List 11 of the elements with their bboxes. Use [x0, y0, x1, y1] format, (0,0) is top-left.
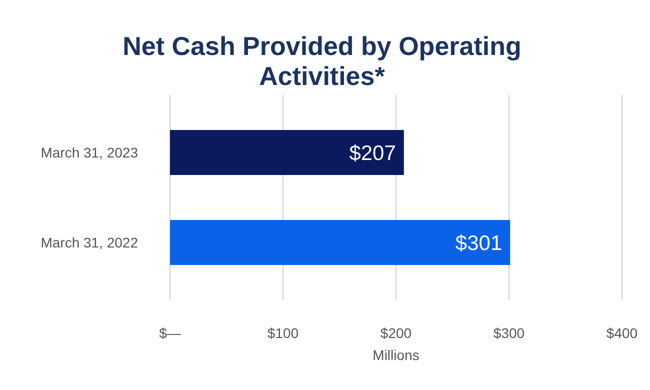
x-tick-label: $200 [380, 325, 412, 341]
y-tick-label: March 31, 2023 [40, 144, 138, 160]
data-label: $207 [349, 142, 396, 165]
x-tick-label: $100 [267, 325, 299, 341]
chart-title: Net Cash Provided by Operating Activities* [122, 31, 522, 91]
x-tick-label: $300 [493, 325, 525, 341]
y-tick-label: March 31, 2022 [40, 234, 138, 250]
data-label: $301 [455, 232, 502, 255]
x-tick-label: $400 [606, 325, 638, 341]
x-axis-title: Millions [372, 347, 420, 363]
x-tick-label: $— [159, 325, 181, 341]
